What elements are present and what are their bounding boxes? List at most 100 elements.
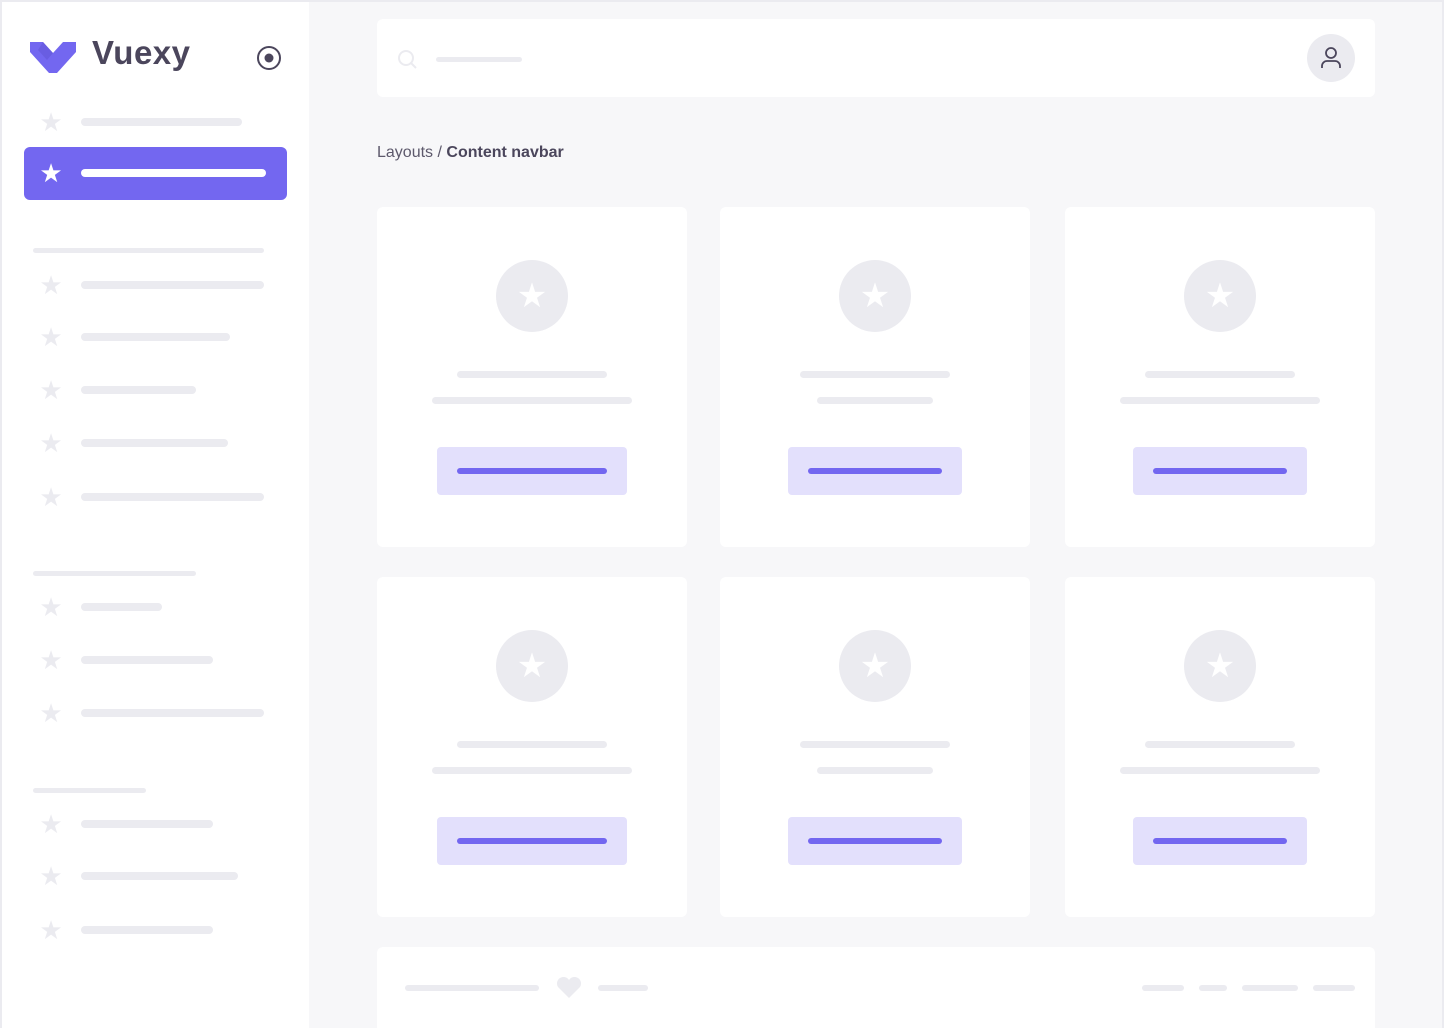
footer-link[interactable] [1242,985,1298,991]
footer-text-placeholder [405,985,539,991]
brand-name: Vuexy [92,34,191,71]
sidebar-item-label-placeholder [81,439,228,447]
card: ★ [1065,207,1375,547]
star-icon: ★ [39,592,63,622]
star-icon: ★ [39,270,63,300]
footer-link[interactable] [1142,985,1184,991]
star-icon: ★ [39,861,63,891]
star-icon: ★ [496,260,568,332]
card: ★ [377,207,687,547]
card-text-placeholder [1120,397,1320,404]
card: ★ [1065,577,1375,917]
star-icon: ★ [39,428,63,458]
card-button[interactable] [788,817,962,865]
sidebar-section-header [33,571,196,576]
footer [377,947,1375,1028]
sidebar-item[interactable]: ★ [32,482,282,512]
breadcrumb-current: Content navbar [446,144,564,161]
card-button[interactable] [788,447,962,495]
breadcrumb-parent[interactable]: Layouts [377,144,434,161]
sidebar-item-label-placeholder [81,656,213,664]
sidebar-item[interactable]: ★ [32,107,282,137]
card-button-label-placeholder [1153,468,1287,474]
card-button[interactable] [1133,447,1307,495]
sidebar-section-header [33,248,264,253]
card-title-placeholder [800,371,950,378]
sidebar-item-label-placeholder [81,926,213,934]
sidebar-item[interactable]: ★ [32,915,282,945]
star-icon: ★ [39,915,63,945]
sidebar-item-active[interactable]: ★ [24,147,287,200]
sidebar-item[interactable]: ★ [32,645,282,675]
user-icon [1321,47,1341,68]
card-text-placeholder [1120,767,1320,774]
sidebar-item-label-placeholder [81,603,162,611]
sidebar-item[interactable]: ★ [32,428,282,458]
avatar[interactable] [1307,34,1355,82]
search-icon[interactable] [398,50,418,70]
star-icon: ★ [839,260,911,332]
card-button-label-placeholder [808,838,942,844]
sidebar-item-label-placeholder [81,118,242,126]
card-button[interactable] [1133,817,1307,865]
sidebar-item-label-placeholder [81,493,264,501]
sidebar-item[interactable]: ★ [32,270,282,300]
sidebar-section-header [33,788,146,793]
sidebar-item[interactable]: ★ [32,322,282,352]
sidebar-item-label-placeholder [81,281,264,289]
navbar [377,19,1375,97]
search-input[interactable] [436,57,522,62]
sidebar-item-label-placeholder [81,333,230,341]
brand-logo [30,42,76,73]
heart-icon [556,977,582,998]
sidebar-item-label-placeholder [81,386,196,394]
star-icon: ★ [39,107,63,137]
star-icon: ★ [839,630,911,702]
card: ★ [720,207,1030,547]
star-icon: ★ [39,698,63,728]
card-title-placeholder [1145,741,1295,748]
card-button-label-placeholder [457,838,607,844]
card-title-placeholder [1145,371,1295,378]
sidebar-item-label-placeholder [81,169,266,177]
star-icon: ★ [39,158,63,188]
sidebar-item-label-placeholder [81,872,238,880]
card-title-placeholder [457,741,607,748]
star-icon: ★ [1184,630,1256,702]
radio-circle-icon[interactable] [256,45,282,71]
card-button[interactable] [437,817,627,865]
sidebar: Vuexy ★ ★ ★ ★ ★ ★ ★ ★ ★ ★ ★ ★ ★ [2,2,309,1028]
card: ★ [377,577,687,917]
card-text-placeholder [817,397,933,404]
card-button-label-placeholder [457,468,607,474]
star-icon: ★ [39,482,63,512]
star-icon: ★ [39,809,63,839]
card-button[interactable] [437,447,627,495]
sidebar-item[interactable]: ★ [32,698,282,728]
sidebar-item[interactable]: ★ [32,375,282,405]
footer-text-placeholder [598,985,648,991]
breadcrumb-separator: / [433,144,447,161]
breadcrumb: Layouts / Content navbar [377,144,564,162]
sidebar-item[interactable]: ★ [32,592,282,622]
sidebar-item-label-placeholder [81,820,213,828]
footer-link[interactable] [1313,985,1355,991]
card-button-label-placeholder [1153,838,1287,844]
sidebar-item[interactable]: ★ [32,809,282,839]
star-icon: ★ [39,322,63,352]
star-icon: ★ [39,375,63,405]
star-icon: ★ [1184,260,1256,332]
star-icon: ★ [39,645,63,675]
card-text-placeholder [432,767,632,774]
sidebar-item-label-placeholder [81,709,264,717]
star-icon: ★ [496,630,568,702]
card: ★ [720,577,1030,917]
card-title-placeholder [800,741,950,748]
footer-link[interactable] [1199,985,1227,991]
sidebar-item[interactable]: ★ [32,861,282,891]
card-button-label-placeholder [808,468,942,474]
card-text-placeholder [817,767,933,774]
card-text-placeholder [432,397,632,404]
card-title-placeholder [457,371,607,378]
